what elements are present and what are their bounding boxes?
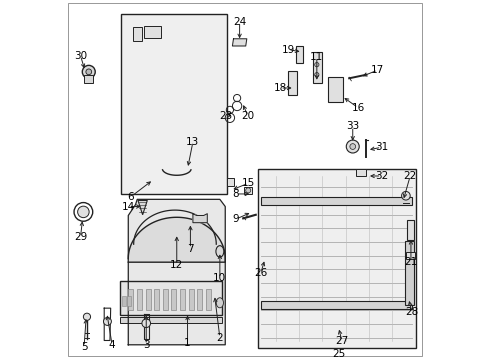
Circle shape <box>346 140 359 153</box>
Circle shape <box>350 144 356 149</box>
Circle shape <box>245 188 251 193</box>
Text: 23: 23 <box>220 111 233 121</box>
Text: 28: 28 <box>405 307 418 318</box>
Bar <box>405 240 414 305</box>
Text: 17: 17 <box>371 65 385 75</box>
Circle shape <box>82 66 95 78</box>
Polygon shape <box>128 217 225 262</box>
Bar <box>296 46 303 63</box>
Text: 19: 19 <box>281 45 294 55</box>
Text: 31: 31 <box>375 142 388 152</box>
Text: 30: 30 <box>74 51 87 61</box>
Text: 21: 21 <box>404 257 417 267</box>
Text: 2: 2 <box>217 333 223 343</box>
Bar <box>328 77 343 102</box>
Circle shape <box>402 192 410 200</box>
Bar <box>356 169 367 176</box>
Text: 33: 33 <box>346 121 359 131</box>
Circle shape <box>315 63 319 67</box>
Text: 1: 1 <box>184 338 191 348</box>
Text: 9: 9 <box>233 214 239 224</box>
Text: 26: 26 <box>254 268 268 278</box>
Bar <box>261 301 412 309</box>
Bar <box>172 289 176 310</box>
Bar <box>163 289 168 310</box>
Text: 24: 24 <box>233 17 246 27</box>
Text: 20: 20 <box>241 111 254 121</box>
Polygon shape <box>128 199 225 345</box>
Text: 29: 29 <box>74 232 87 242</box>
Bar <box>407 220 414 240</box>
Circle shape <box>103 318 111 325</box>
Text: 3: 3 <box>143 340 149 350</box>
Polygon shape <box>138 201 147 215</box>
Bar <box>197 289 202 310</box>
Polygon shape <box>193 214 207 223</box>
Bar <box>133 27 142 41</box>
Text: 8: 8 <box>233 189 239 199</box>
Text: 13: 13 <box>186 137 199 147</box>
Text: 6: 6 <box>127 192 134 202</box>
Polygon shape <box>232 39 247 46</box>
Text: 5: 5 <box>81 342 87 352</box>
Bar <box>227 178 234 186</box>
Bar <box>288 71 297 95</box>
Circle shape <box>315 73 319 77</box>
Circle shape <box>83 313 91 320</box>
Text: 18: 18 <box>273 83 287 93</box>
Text: 7: 7 <box>187 243 194 253</box>
Circle shape <box>77 206 89 218</box>
Bar <box>84 75 94 82</box>
Bar <box>406 252 415 258</box>
Text: 15: 15 <box>242 178 255 188</box>
Bar <box>313 52 321 82</box>
Bar <box>245 187 252 194</box>
Bar <box>258 169 416 348</box>
Text: 16: 16 <box>351 103 365 113</box>
Text: 11: 11 <box>310 52 323 62</box>
Bar <box>137 289 142 310</box>
Bar <box>206 289 211 310</box>
Bar <box>144 26 161 38</box>
Bar <box>128 289 133 310</box>
Text: 22: 22 <box>404 171 417 181</box>
Text: 12: 12 <box>170 260 183 270</box>
Text: 25: 25 <box>332 349 345 359</box>
Bar <box>120 281 222 315</box>
Text: 4: 4 <box>109 340 116 350</box>
Circle shape <box>142 319 150 328</box>
Bar <box>146 289 150 310</box>
Bar <box>180 289 185 310</box>
Ellipse shape <box>216 298 223 308</box>
Bar <box>121 14 227 194</box>
Text: 32: 32 <box>375 171 388 181</box>
Bar <box>127 296 131 306</box>
Text: 27: 27 <box>335 336 348 346</box>
Circle shape <box>86 69 92 75</box>
Text: 10: 10 <box>213 273 226 283</box>
Bar <box>261 197 412 205</box>
Bar <box>189 289 194 310</box>
Bar <box>120 317 222 323</box>
Bar <box>122 296 126 306</box>
Bar <box>154 289 159 310</box>
Text: 14: 14 <box>122 202 135 212</box>
Ellipse shape <box>216 246 224 257</box>
